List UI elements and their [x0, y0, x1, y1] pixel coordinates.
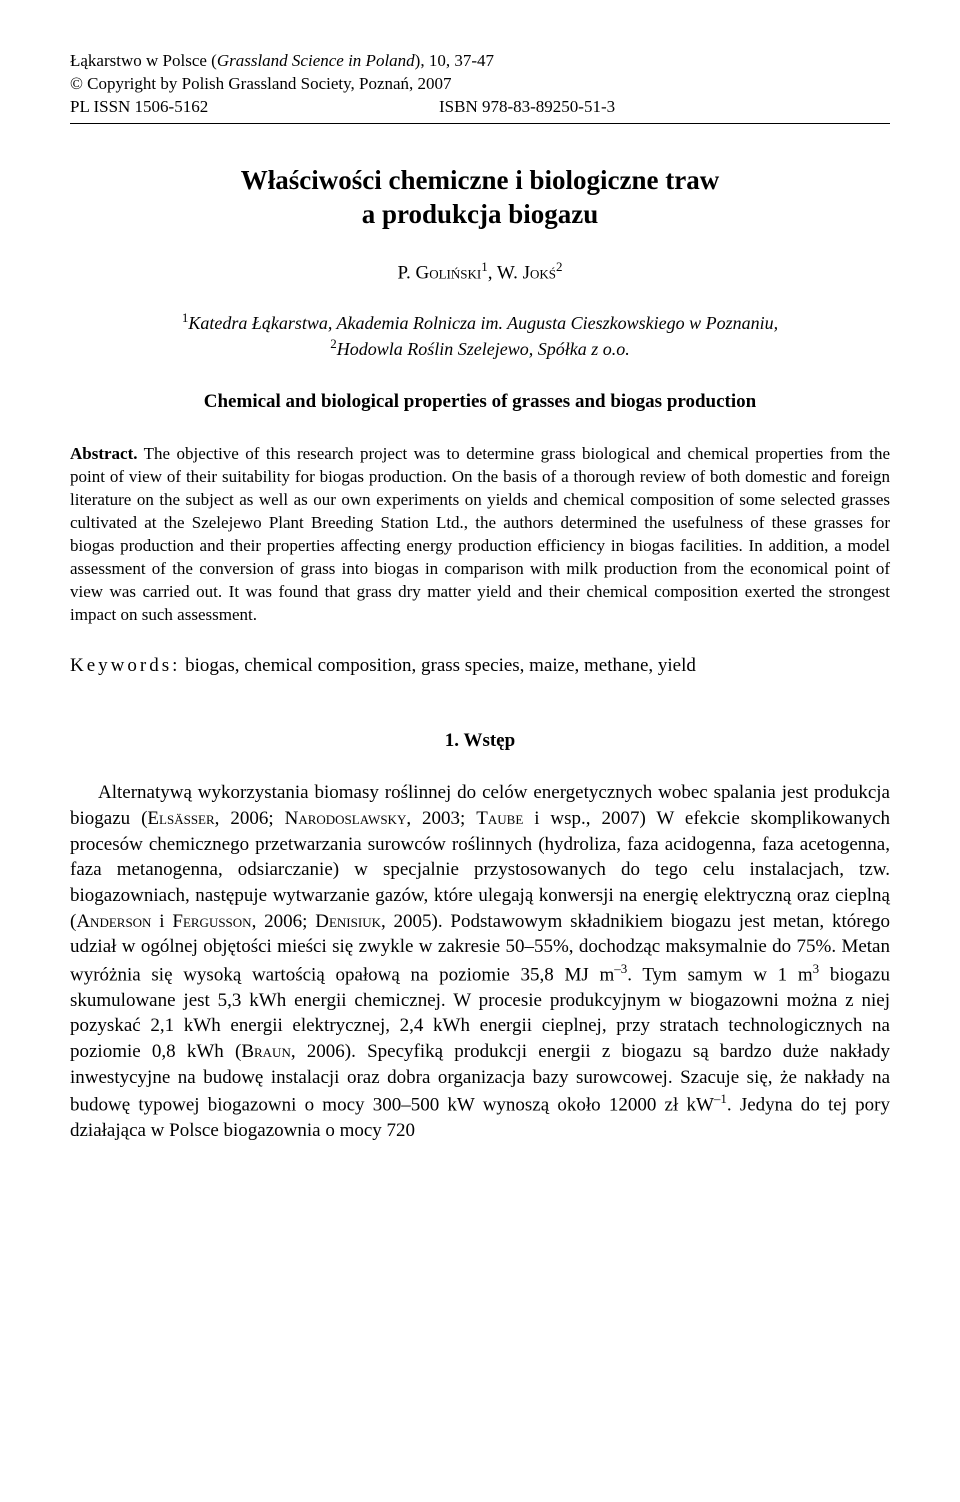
author-2-initial: W. [497, 263, 523, 284]
journal-header: Łąkarstwo w Polsce (Grassland Science in… [70, 50, 890, 124]
title-line-1: Właściwości chemiczne i biologiczne traw [70, 164, 890, 198]
section-1-heading: 1. Wstęp [70, 730, 890, 752]
copyright-line: © Copyright by Polish Grassland Society,… [70, 73, 890, 96]
p1-c: , 2003; [406, 808, 476, 829]
p1-f: , 2006; [252, 911, 316, 932]
isbn: ISBN 978-83-89250-51-3 [439, 96, 615, 119]
ref-elsasser: Elsässer [147, 808, 214, 829]
p1-b: , 2006; [215, 808, 285, 829]
p1-e: i [151, 911, 172, 932]
title-line-2: a produkcja biogazu [70, 198, 890, 232]
sup-neg1: –1 [714, 1091, 727, 1106]
abstract-text: The objective of this research project w… [70, 444, 890, 624]
journal-suffix: ), 10, 37-47 [415, 51, 494, 70]
abstract-label: Abstract. [70, 444, 138, 463]
keywords: Keywords: biogas, chemical composition, … [70, 653, 890, 679]
sup-neg3: –3 [614, 961, 627, 976]
journal-name-italic: Grassland Science in Poland [217, 51, 415, 70]
article-title: Właściwości chemiczne i biologiczne traw… [70, 164, 890, 232]
ref-denisiuk: Denisiuk [315, 911, 381, 932]
ref-fergusson: Fergusson [172, 911, 251, 932]
ref-narodoslawsky: Narodoslawsky [285, 808, 407, 829]
ref-taube: Taube [476, 808, 523, 829]
issn: PL ISSN 1506-5162 [70, 96, 439, 119]
journal-prefix: Łąkarstwo w Polsce ( [70, 51, 217, 70]
affiliation-1: Katedra Łąkarstwa, Akademia Rolnicza im.… [188, 313, 778, 333]
journal-title-line: Łąkarstwo w Polsce (Grassland Science in… [70, 50, 890, 73]
author-2-sup: 2 [556, 259, 563, 274]
ref-braun: Braun [241, 1041, 291, 1062]
keywords-text: biogas, chemical composition, grass spec… [180, 655, 696, 676]
author-1-initial: P. [398, 263, 416, 284]
p1-h: . Tym samym w 1 m [627, 964, 812, 985]
affiliations: 1Katedra Łąkarstwa, Akademia Rolnicza im… [70, 309, 890, 362]
ref-anderson: Anderson [76, 911, 151, 932]
section-1-paragraph-1: Alternatywą wykorzystania biomasy roślin… [70, 780, 890, 1144]
keywords-label: Keywords: [70, 655, 180, 676]
author-separator: , [488, 263, 497, 284]
author-1-surname: Goliński [415, 263, 481, 284]
abstract: Abstract. The objective of this research… [70, 443, 890, 627]
authors-line: P. Goliński1, W. Jokś2 [70, 259, 890, 284]
affiliation-2: Hodowla Roślin Szelejewo, Spółka z o.o. [337, 339, 630, 359]
english-title: Chemical and biological properties of gr… [70, 391, 890, 413]
author-2-surname: Jokś [523, 263, 556, 284]
identifiers-line: PL ISSN 1506-5162 ISBN 978-83-89250-51-3 [70, 96, 890, 119]
